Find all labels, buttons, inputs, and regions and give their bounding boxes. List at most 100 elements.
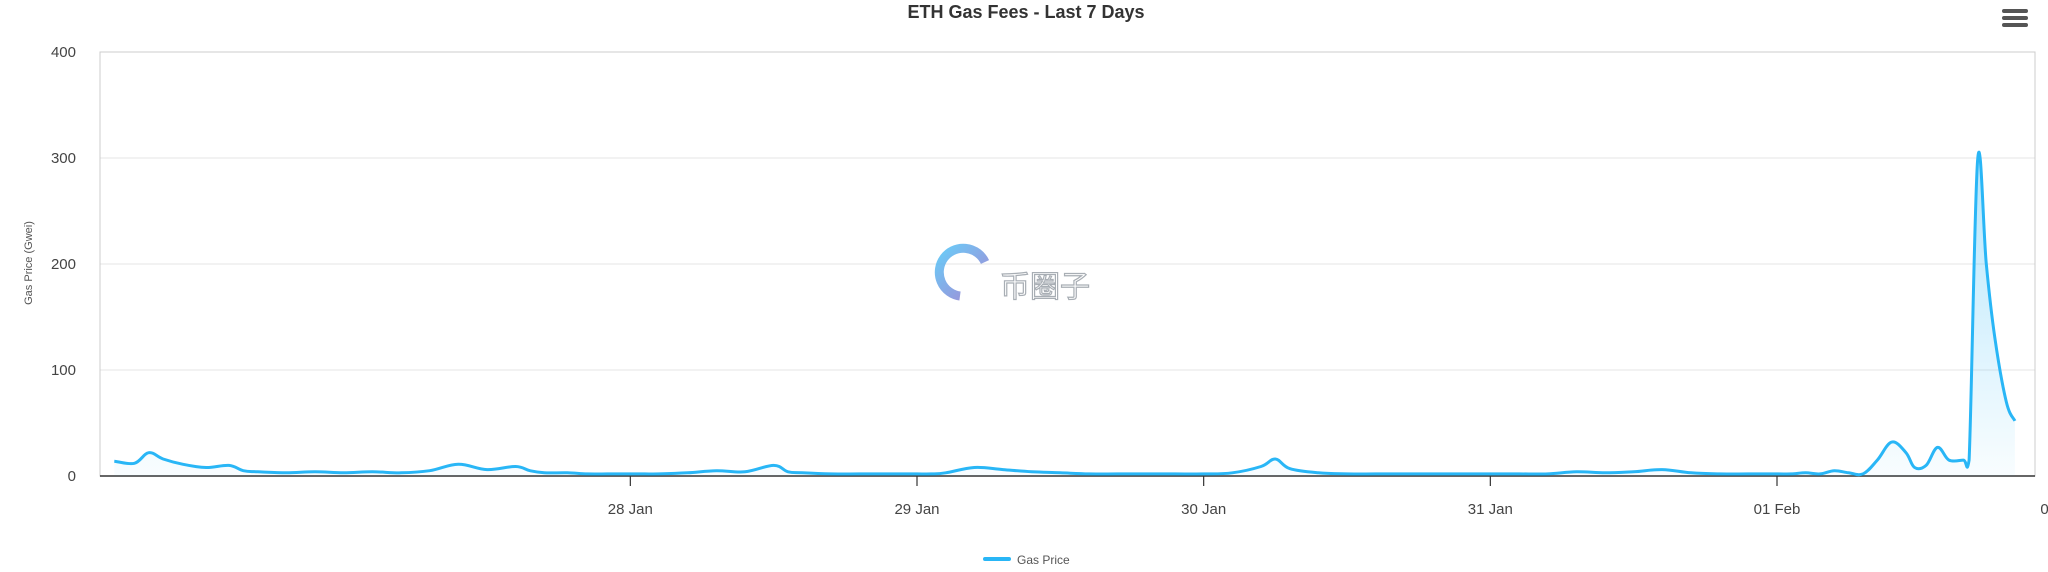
data-point[interactable]: [1747, 473, 1749, 475]
data-point[interactable]: [887, 473, 889, 475]
data-point[interactable]: [1117, 473, 1119, 475]
data-point[interactable]: [1862, 473, 1864, 475]
legend[interactable]: Gas Price: [983, 553, 1070, 567]
data-point[interactable]: [830, 473, 832, 475]
data-point[interactable]: [1805, 472, 1807, 474]
data-point[interactable]: [1719, 473, 1721, 475]
data-point[interactable]: [1833, 470, 1835, 472]
legend-label[interactable]: Gas Price: [1017, 553, 1070, 567]
data-point[interactable]: [801, 472, 803, 474]
data-point[interactable]: [629, 473, 631, 475]
data-point[interactable]: [1231, 472, 1233, 474]
data-point[interactable]: [543, 472, 545, 474]
data-point[interactable]: [1489, 473, 1491, 475]
data-point[interactable]: [205, 466, 207, 468]
data-point[interactable]: [1848, 472, 1850, 474]
data-point[interactable]: [257, 471, 259, 473]
data-point[interactable]: [744, 471, 746, 473]
data-point[interactable]: [1432, 473, 1434, 475]
data-point[interactable]: [515, 465, 517, 467]
data-point[interactable]: [2014, 420, 2016, 422]
data-point[interactable]: [1962, 459, 1964, 461]
data-point[interactable]: [1575, 471, 1577, 473]
data-point[interactable]: [1925, 464, 1927, 466]
data-point[interactable]: [1819, 473, 1821, 475]
data-point[interactable]: [658, 473, 660, 475]
data-point[interactable]: [457, 463, 459, 465]
data-point[interactable]: [1936, 446, 1938, 448]
data-point[interactable]: [314, 471, 316, 473]
data-point[interactable]: [371, 471, 373, 473]
data-point[interactable]: [1518, 473, 1520, 475]
data-point[interactable]: [715, 470, 717, 472]
data-point[interactable]: [1905, 452, 1907, 454]
data-point[interactable]: [586, 473, 588, 475]
series-line[interactable]: [114, 150, 2017, 477]
data-point[interactable]: [148, 452, 150, 454]
data-point[interactable]: [618, 473, 620, 475]
data-point[interactable]: [1274, 458, 1276, 460]
data-point[interactable]: [162, 458, 164, 460]
data-point[interactable]: [1289, 467, 1291, 469]
data-point[interactable]: [182, 463, 184, 465]
data-point[interactable]: [1661, 468, 1663, 470]
data-point[interactable]: [1145, 473, 1147, 475]
data-point[interactable]: [1174, 473, 1176, 475]
data-point[interactable]: [486, 468, 488, 470]
data-point[interactable]: [429, 470, 431, 472]
data-point[interactable]: [1375, 473, 1377, 475]
data-point[interactable]: [787, 471, 789, 473]
data-point[interactable]: [1633, 471, 1635, 473]
data-point[interactable]: [1876, 459, 1878, 461]
data-point[interactable]: [2005, 401, 2007, 403]
data-point[interactable]: [1977, 158, 1979, 160]
data-point[interactable]: [1461, 473, 1463, 475]
data-point[interactable]: [228, 464, 230, 466]
data-point[interactable]: [1059, 472, 1061, 474]
data-point[interactable]: [773, 464, 775, 466]
data-point[interactable]: [1547, 473, 1549, 475]
y-tick-label: 400: [51, 44, 76, 61]
y-tick-label: 200: [51, 256, 76, 273]
data-point[interactable]: [529, 470, 531, 472]
data-point[interactable]: [343, 472, 345, 474]
x-tick-label: 02 Feb: [2040, 501, 2048, 518]
data-point[interactable]: [1403, 473, 1405, 475]
data-point[interactable]: [1346, 473, 1348, 475]
data-point[interactable]: [644, 473, 646, 475]
y-tick-label: 300: [51, 150, 76, 167]
data-point[interactable]: [916, 473, 918, 475]
data-point[interactable]: [400, 472, 402, 474]
x-tick-label: 29 Jan: [894, 501, 939, 518]
data-point[interactable]: [606, 473, 608, 475]
data-point[interactable]: [1604, 472, 1606, 474]
data-point[interactable]: [1260, 465, 1262, 467]
data-point[interactable]: [1891, 441, 1893, 443]
data-point[interactable]: [1203, 473, 1205, 475]
data-point[interactable]: [1088, 473, 1090, 475]
data-point[interactable]: [133, 462, 135, 464]
data-point[interactable]: [1690, 472, 1692, 474]
data-point[interactable]: [945, 472, 947, 474]
data-point[interactable]: [1985, 263, 1987, 265]
data-point[interactable]: [1913, 466, 1915, 468]
data-point[interactable]: [1790, 473, 1792, 475]
data-point[interactable]: [859, 473, 861, 475]
data-point[interactable]: [113, 460, 115, 462]
hamburger-menu-icon[interactable]: [2000, 6, 2030, 32]
data-point[interactable]: [1317, 472, 1319, 474]
data-point[interactable]: [1948, 459, 1950, 461]
data-point[interactable]: [242, 470, 244, 472]
data-point[interactable]: [902, 473, 904, 475]
data-point[interactable]: [1776, 473, 1778, 475]
data-point[interactable]: [1968, 459, 1970, 461]
data-point[interactable]: [973, 466, 975, 468]
data-point[interactable]: [1994, 337, 1996, 339]
data-point[interactable]: [285, 472, 287, 474]
data-point[interactable]: [930, 473, 932, 475]
data-point[interactable]: [1031, 471, 1033, 473]
data-point[interactable]: [1002, 468, 1004, 470]
data-point[interactable]: [566, 472, 568, 474]
data-point[interactable]: [687, 472, 689, 474]
